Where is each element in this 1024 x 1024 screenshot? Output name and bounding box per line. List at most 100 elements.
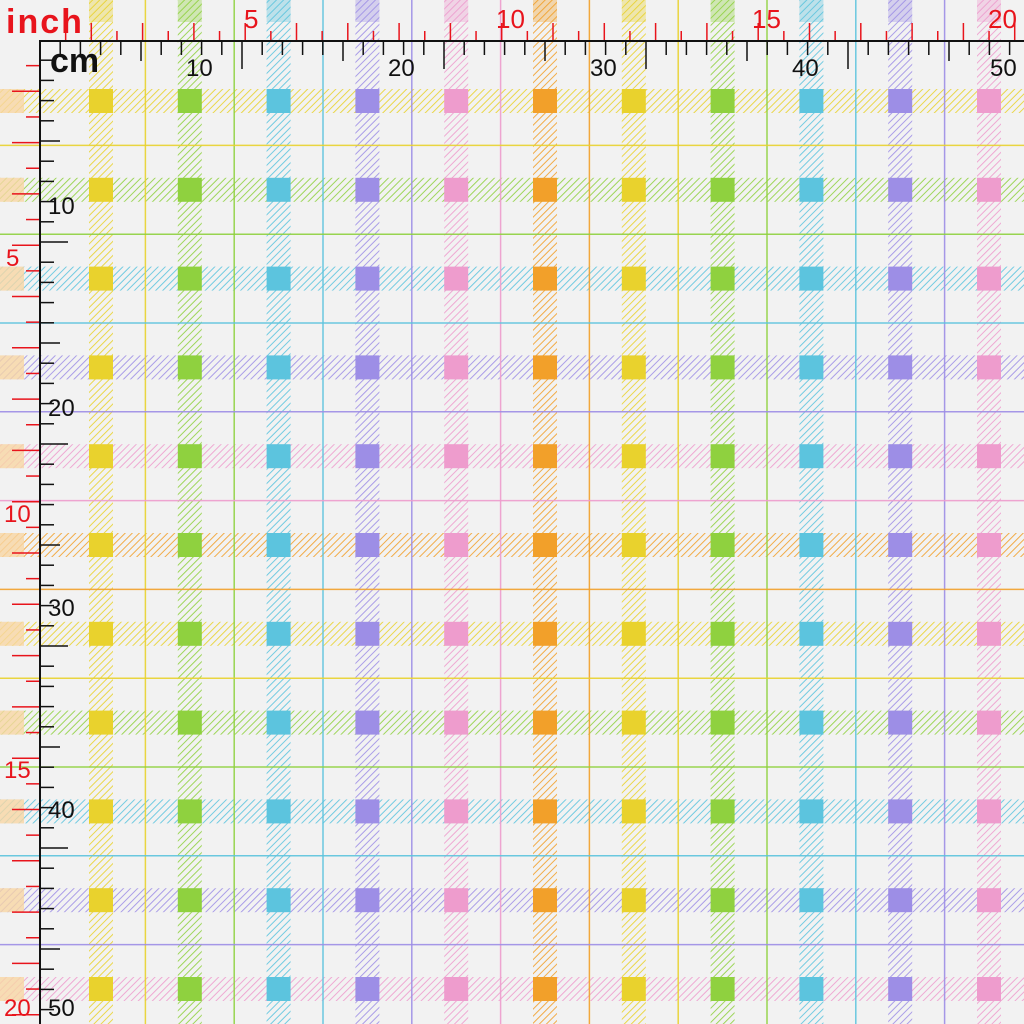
crossing-square: [89, 977, 113, 1001]
crossing-square: [177, 621, 202, 646]
crossing-square: [444, 533, 469, 557]
top-cm-tick-label: 50: [990, 55, 1017, 82]
crossing-square: [266, 888, 291, 913]
crossing-square: [355, 977, 380, 1001]
crossing-square: [177, 888, 202, 913]
vertical-stripe: [355, 0, 380, 1024]
horizontal-stripe: [0, 444, 1024, 469]
crossing-square: [444, 177, 469, 202]
crossing-square: [888, 977, 913, 1001]
crossing-square: [799, 533, 824, 557]
crossing-square: [355, 533, 380, 557]
inch-unit-label: inch: [6, 3, 84, 41]
top-cm-tick-label: 40: [792, 55, 819, 82]
horizontal-stripe: [0, 89, 1024, 113]
crossing-square: [533, 444, 557, 469]
crossing-square: [799, 89, 824, 113]
crossing-square: [621, 621, 646, 646]
vertical-stripe: [533, 0, 557, 1024]
crossing-square: [444, 621, 469, 646]
edge-chip: [977, 0, 1001, 22]
vertical-stripe: [89, 0, 113, 1024]
vertical-stripe: [444, 0, 469, 1024]
left-inch-tick-label: 20: [4, 995, 31, 1022]
crossing-square: [266, 799, 291, 824]
edge-chip: [0, 799, 24, 824]
crossing-square: [799, 710, 824, 735]
crossing-square: [533, 977, 557, 1001]
top-cm-tick-label: 20: [388, 55, 415, 82]
edge-chip: [444, 0, 469, 22]
crossing-square: [977, 89, 1001, 113]
crossing-square: [266, 621, 291, 646]
crossing-square: [266, 710, 291, 735]
crossing-square: [888, 799, 913, 824]
crossing-square: [888, 355, 913, 380]
horizontal-stripe: [0, 355, 1024, 380]
crossing-square: [89, 621, 113, 646]
crossing-square: [533, 266, 557, 291]
edge-chip: [710, 0, 735, 22]
crossing-square: [621, 977, 646, 1001]
crossing-square: [710, 266, 735, 291]
crossing-square: [177, 177, 202, 202]
crossing-square: [799, 888, 824, 913]
crossing-square: [177, 266, 202, 291]
crossing-square: [888, 177, 913, 202]
edge-chip: [266, 0, 291, 22]
crossing-square: [355, 710, 380, 735]
crossing-square: [89, 444, 113, 469]
crossing-square: [266, 89, 291, 113]
edge-chip: [0, 710, 24, 735]
crossing-square: [89, 266, 113, 291]
top-cm-tick-label: 30: [590, 55, 617, 82]
crossing-square: [977, 799, 1001, 824]
vertical-stripe: [710, 0, 735, 1024]
crossing-square: [621, 888, 646, 913]
horizontal-stripe: [0, 888, 1024, 913]
crossing-square: [177, 355, 202, 380]
edge-chip: [0, 89, 24, 113]
crossing-square: [710, 799, 735, 824]
horizontal-stripe: [0, 177, 1024, 202]
crossing-square: [977, 355, 1001, 380]
crossing-square: [977, 710, 1001, 735]
crossing-square: [621, 266, 646, 291]
vertical-stripe: [977, 0, 1001, 1024]
crossing-square: [799, 621, 824, 646]
crossing-square: [89, 799, 113, 824]
crossing-square: [444, 977, 469, 1001]
crossing-square: [621, 799, 646, 824]
crossing-square: [177, 89, 202, 113]
crossing-square: [533, 710, 557, 735]
crossing-square: [710, 710, 735, 735]
edge-chip: [621, 0, 646, 22]
crossing-square: [89, 89, 113, 113]
crossing-square: [355, 799, 380, 824]
crossing-square: [710, 177, 735, 202]
horizontal-stripe: [0, 710, 1024, 735]
crossing-square: [799, 977, 824, 1001]
crossing-square: [444, 355, 469, 380]
edge-chip: [0, 977, 24, 1001]
edge-chip: [0, 621, 24, 646]
crossing-square: [977, 444, 1001, 469]
edge-chip: [89, 0, 113, 22]
crossing-square: [977, 533, 1001, 557]
crossing-square: [355, 355, 380, 380]
crossing-square: [533, 89, 557, 113]
left-cm-tick-label: 50: [48, 995, 75, 1022]
crossing-square: [89, 177, 113, 202]
crossing-square: [977, 888, 1001, 913]
left-cm-tick-label: 30: [48, 595, 75, 622]
crossing-square: [355, 177, 380, 202]
crossing-square: [888, 710, 913, 735]
crossing-square: [710, 355, 735, 380]
top-inch-tick-label: 10: [496, 4, 525, 34]
crossing-square: [799, 799, 824, 824]
top-cm-tick-label: 10: [186, 55, 213, 82]
top-ruler: inch cm 5 10 15 20 10 20 30 40 50: [6, 3, 1024, 82]
